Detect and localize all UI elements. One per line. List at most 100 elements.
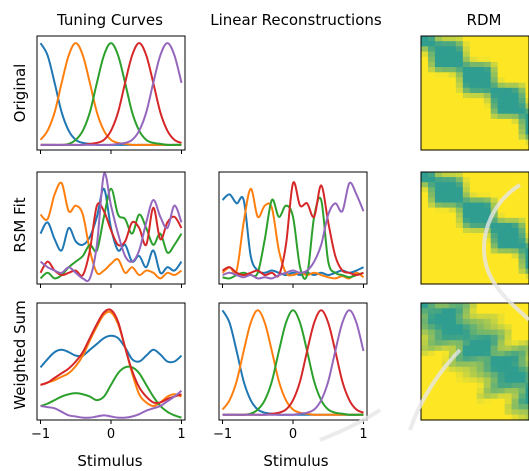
rdm-cell: [518, 253, 527, 260]
rdm-cell: [483, 258, 492, 265]
rdm-cell: [441, 103, 450, 110]
rdm-cell: [518, 46, 527, 53]
rdm-cell: [525, 372, 529, 379]
rdm-cell: [455, 222, 464, 229]
rdm-cell: [497, 144, 506, 151]
rdm-cell: [525, 192, 529, 199]
rdm-cell: [448, 278, 457, 285]
rdm-cell: [518, 238, 527, 244]
rdm-cell: [476, 124, 485, 130]
rdm-cell: [525, 253, 529, 260]
rdm-cell: [455, 212, 464, 219]
rdm-cell: [518, 212, 527, 219]
rdm-cell: [421, 273, 429, 280]
rdm-cell: [497, 134, 506, 141]
rdm-cell: [483, 108, 492, 115]
rdm-cell: [421, 233, 429, 239]
rdm-cell: [434, 308, 443, 315]
panel-frame: [218, 171, 368, 285]
rdm-cell: [427, 334, 436, 341]
rdm-cell: [434, 318, 443, 325]
rdm-cell: [441, 177, 450, 183]
rdm-cell: [462, 313, 471, 320]
rdm-cell: [483, 77, 492, 84]
rdm-cell: [525, 404, 529, 410]
rdm-cell: [483, 177, 492, 183]
rdm-cell: [441, 366, 450, 373]
rdm-cell: [518, 233, 527, 239]
rdm-cell: [441, 182, 450, 188]
rdm-cell: [504, 273, 513, 280]
rdm-cell: [462, 118, 471, 125]
rdm-cell: [427, 372, 436, 379]
rdm-cell: [511, 103, 520, 110]
rdm-cell: [469, 51, 478, 58]
rdm-cell: [497, 340, 506, 347]
rdm-cell: [434, 61, 443, 68]
rdm-cell: [462, 398, 471, 405]
rdm-cell: [518, 51, 527, 58]
rdm-cell: [483, 366, 492, 373]
rdm-cell: [504, 118, 513, 125]
rdm-cell: [525, 129, 529, 136]
rdm-cell: [441, 129, 450, 136]
rdm-cell: [525, 340, 529, 347]
rdm-cell: [504, 238, 513, 244]
x-axis-label-tuning: Stimulus: [77, 452, 142, 470]
rdm-cell: [462, 372, 471, 379]
rdm-cell: [441, 243, 450, 249]
rdm-cell: [455, 61, 464, 68]
rdm-cell: [441, 340, 450, 347]
rdm-cell: [441, 248, 450, 255]
rdm-cell: [483, 228, 492, 234]
rdm-cell: [427, 350, 436, 357]
rdm-cell: [504, 318, 513, 325]
rdm-cell: [483, 172, 492, 178]
rdm-cell: [448, 329, 457, 336]
rdm-cell: [504, 61, 513, 68]
rdm-cell: [497, 202, 506, 209]
rdm-cell: [490, 238, 499, 244]
rdm-cell: [476, 329, 485, 336]
rdm-cell: [518, 268, 527, 275]
rdm-cell: [497, 61, 506, 68]
rdm-cell: [518, 61, 527, 68]
rdm-cell: [469, 324, 478, 331]
rdm-cell: [518, 388, 527, 395]
rdm-cell: [497, 129, 506, 136]
rdm-original: [420, 35, 529, 151]
rdm-cell: [469, 202, 478, 209]
rdm-cell: [434, 340, 443, 347]
rdm-cell: [518, 36, 527, 42]
rdm-cell: [427, 238, 436, 244]
rdm-cell: [490, 366, 499, 373]
rdm-cell: [511, 207, 520, 214]
rdm-cell: [476, 197, 485, 204]
rdm-cell: [483, 393, 492, 400]
rdm-cell: [490, 329, 499, 336]
rdm-cell: [511, 51, 520, 58]
rdm-cell: [448, 356, 457, 363]
rdm-cell: [469, 356, 478, 363]
rdm-cell: [525, 238, 529, 244]
rdm-cell: [434, 46, 443, 53]
rdm-cell: [462, 172, 471, 178]
rdm-cell: [490, 134, 499, 141]
rdm-cell: [455, 409, 464, 416]
rdm-cell: [427, 93, 436, 99]
rdm-cell: [441, 273, 450, 280]
rdm-cell: [469, 414, 478, 421]
rdm-cell: [448, 350, 457, 357]
rdm-cell: [525, 118, 529, 125]
rdm-cell: [434, 263, 443, 270]
rdm-cell: [448, 87, 457, 94]
rdm-cell: [441, 268, 450, 275]
rdm-cell: [525, 233, 529, 239]
rdm-cell: [441, 233, 450, 239]
rdm-cell: [441, 377, 450, 384]
rdm-cell: [434, 118, 443, 125]
rdm-cell: [483, 340, 492, 347]
rdm-cell: [525, 82, 529, 89]
rdm-cell: [448, 324, 457, 331]
rdm-cell: [448, 253, 457, 260]
